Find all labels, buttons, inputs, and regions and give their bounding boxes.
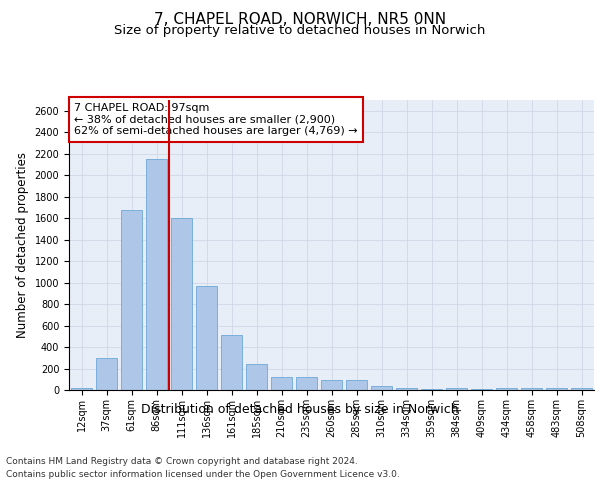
Text: Distribution of detached houses by size in Norwich: Distribution of detached houses by size …: [141, 402, 459, 415]
Bar: [346, 380, 367, 390]
Bar: [396, 388, 417, 390]
Bar: [96, 358, 117, 390]
Bar: [146, 159, 167, 390]
Y-axis label: Number of detached properties: Number of detached properties: [16, 152, 29, 338]
Bar: [496, 388, 517, 390]
Bar: [271, 377, 292, 390]
Text: Contains public sector information licensed under the Open Government Licence v3: Contains public sector information licen…: [6, 470, 400, 479]
Bar: [546, 388, 567, 390]
Bar: [521, 388, 542, 390]
Bar: [71, 388, 92, 390]
Bar: [321, 380, 342, 390]
Bar: [446, 388, 467, 390]
Text: Size of property relative to detached houses in Norwich: Size of property relative to detached ho…: [115, 24, 485, 37]
Bar: [571, 388, 592, 390]
Text: 7 CHAPEL ROAD: 97sqm
← 38% of detached houses are smaller (2,900)
62% of semi-de: 7 CHAPEL ROAD: 97sqm ← 38% of detached h…: [74, 103, 358, 136]
Bar: [221, 335, 242, 390]
Bar: [246, 364, 267, 390]
Bar: [471, 389, 492, 390]
Bar: [171, 218, 192, 390]
Bar: [421, 389, 442, 390]
Bar: [371, 386, 392, 390]
Text: Contains HM Land Registry data © Crown copyright and database right 2024.: Contains HM Land Registry data © Crown c…: [6, 458, 358, 466]
Text: 7, CHAPEL ROAD, NORWICH, NR5 0NN: 7, CHAPEL ROAD, NORWICH, NR5 0NN: [154, 12, 446, 28]
Bar: [296, 377, 317, 390]
Bar: [121, 210, 142, 390]
Bar: [196, 286, 217, 390]
